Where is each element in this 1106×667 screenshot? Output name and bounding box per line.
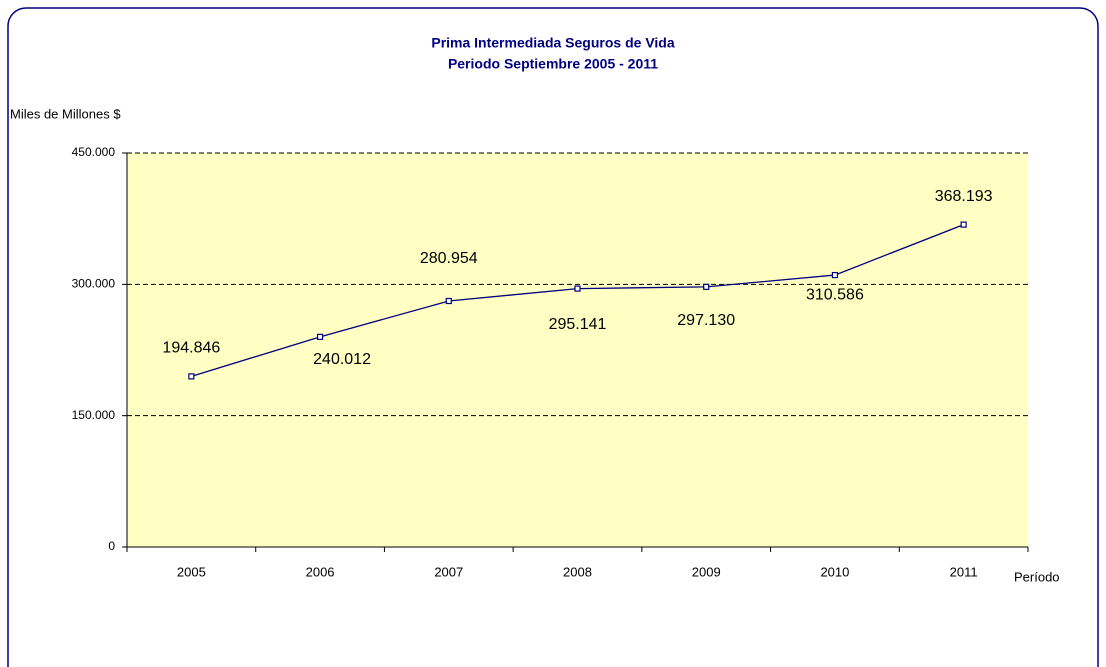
point-marker bbox=[316, 333, 324, 340]
y-tick-label: 450.000 bbox=[72, 145, 116, 159]
point-marker bbox=[188, 373, 195, 380]
point-marker bbox=[445, 297, 452, 305]
point-marker bbox=[831, 271, 839, 279]
point-marker bbox=[574, 285, 581, 292]
data-label: 295.141 bbox=[549, 316, 607, 333]
data-label: 310.586 bbox=[806, 286, 864, 303]
y-tick-label: 300.000 bbox=[72, 277, 116, 291]
x-tick-label: 2010 bbox=[820, 564, 849, 579]
x-tick-label: 2008 bbox=[563, 564, 592, 579]
point-marker bbox=[703, 283, 710, 290]
x-tick-label: 2009 bbox=[692, 564, 721, 579]
data-label: 368.193 bbox=[935, 188, 993, 205]
data-label: 194.846 bbox=[162, 340, 220, 357]
data-label: 280.954 bbox=[420, 250, 478, 267]
x-tick-label: 2011 bbox=[950, 564, 978, 579]
data-label: 297.130 bbox=[677, 312, 735, 329]
x-tick-label: 2006 bbox=[306, 564, 335, 579]
x-tick-label: 2007 bbox=[434, 564, 463, 579]
y-tick-label: 150.000 bbox=[72, 408, 116, 422]
data-label: 240.012 bbox=[313, 351, 371, 368]
point-marker bbox=[960, 221, 967, 228]
x-axis-label: Período bbox=[1014, 569, 1060, 584]
y-tick-label: 0 bbox=[108, 539, 115, 553]
chart-subtitle: Periodo Septiembre 2005 - 2011 bbox=[448, 56, 658, 72]
chart-title: Prima Intermediada Seguros de Vida bbox=[431, 35, 674, 51]
plot-area bbox=[127, 153, 1028, 547]
x-tick-label: 2005 bbox=[177, 564, 206, 579]
y-axis-label: Miles de Millones $ bbox=[10, 106, 121, 121]
